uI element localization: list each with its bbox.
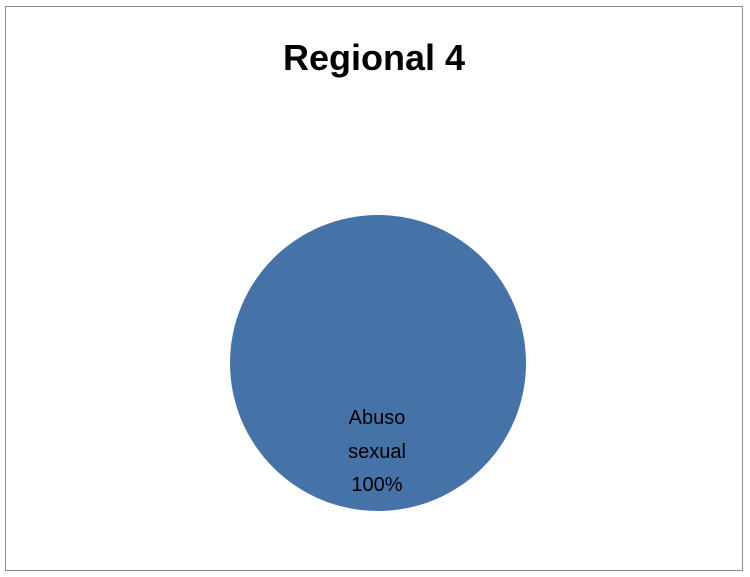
chart-frame: Regional 4 Abuso sexual 100%	[5, 6, 743, 571]
pie-slice-abuso-sexual	[230, 215, 526, 511]
slice-label-category-line-1: Abuso	[349, 407, 406, 429]
slice-label-category-line-2: sexual	[348, 441, 406, 463]
pie-chart: Abuso sexual 100%	[230, 215, 526, 511]
chart-title: Regional 4	[282, 37, 466, 78]
slice-label-percent: 100%	[351, 474, 402, 496]
